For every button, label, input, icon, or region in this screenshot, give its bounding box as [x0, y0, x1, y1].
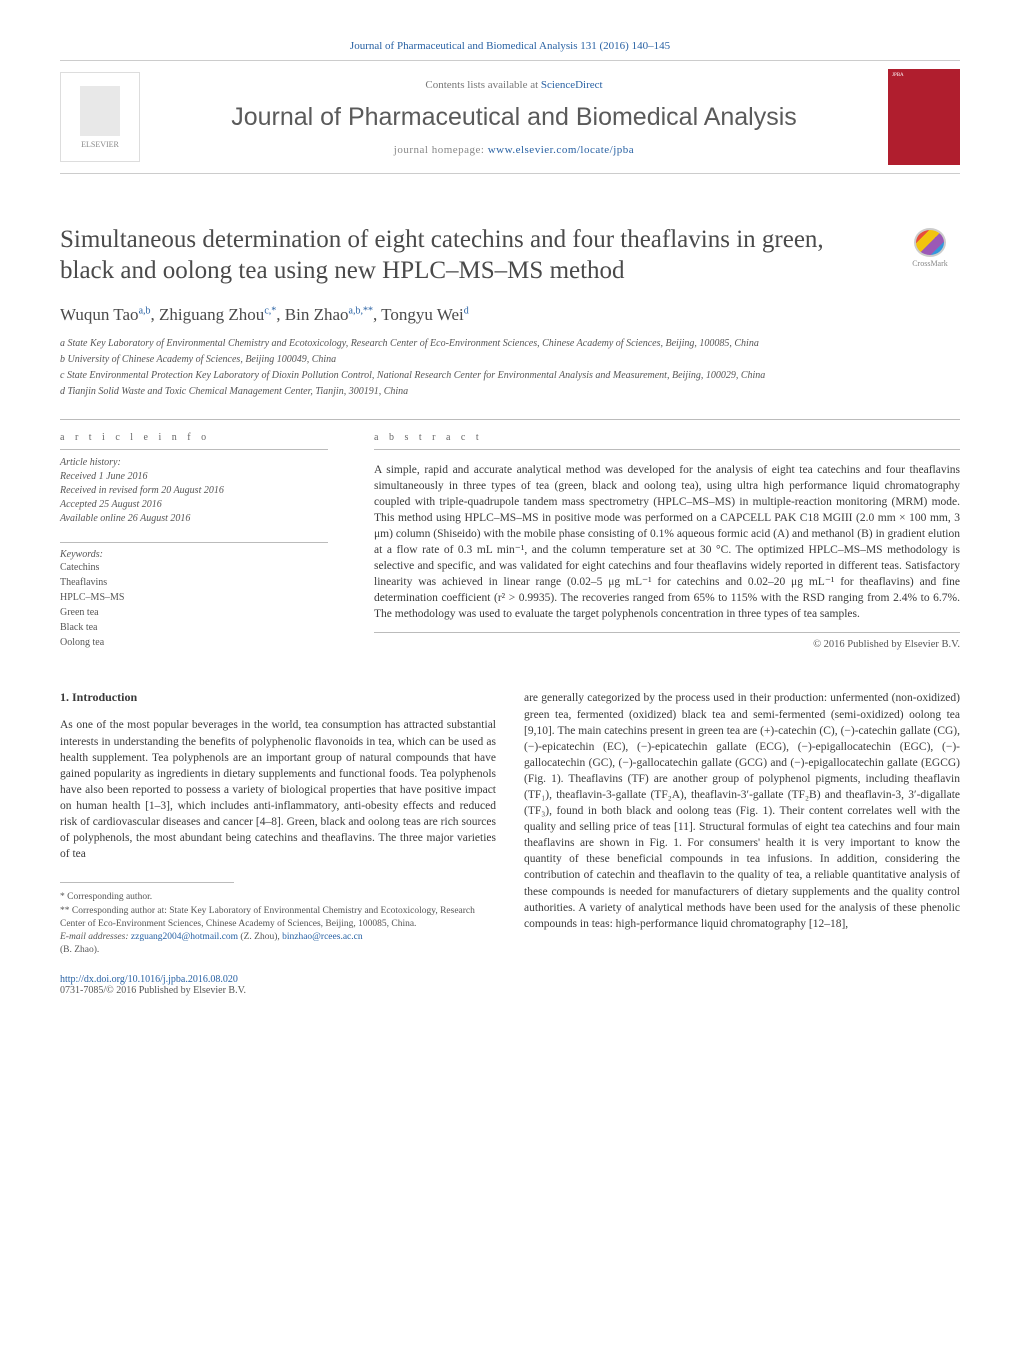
body-column-right: are generally categorized by the process…: [524, 690, 960, 995]
sciencedirect-link[interactable]: ScienceDirect: [541, 79, 603, 91]
author-2: Zhiguang Zhou: [159, 305, 264, 324]
elsevier-logo[interactable]: ELSEVIER: [60, 72, 140, 162]
email-2-who: (B. Zhao).: [60, 945, 99, 955]
abstract-column: a b s t r a c t A simple, rapid and accu…: [348, 420, 960, 651]
doi-link[interactable]: http://dx.doi.org/10.1016/j.jpba.2016.08…: [60, 974, 496, 985]
footnotes: * Corresponding author. ** Corresponding…: [60, 891, 496, 957]
crossmark-badge[interactable]: CrossMark: [900, 228, 960, 268]
keyword-item: Catechins: [60, 560, 328, 575]
homepage-link[interactable]: www.elsevier.com/locate/jpba: [488, 144, 634, 156]
authors-line: Wuqun Taoa,b, Zhiguang Zhouc,*, Bin Zhao…: [60, 305, 960, 325]
affiliation-c: c State Environmental Protection Key Lab…: [60, 369, 960, 383]
footnote-star1: * Corresponding author.: [60, 891, 496, 904]
keywords-label: Keywords:: [60, 542, 328, 560]
email-2[interactable]: binzhao@rcees.ac.cn: [282, 932, 362, 942]
body-column-left: 1. Introduction As one of the most popul…: [60, 690, 496, 995]
intro-text-col1: As one of the most popular beverages in …: [60, 717, 496, 862]
history-received: Received 1 June 2016: [60, 470, 328, 484]
author-4: Tongyu Wei: [381, 305, 464, 324]
journal-title: Journal of Pharmaceutical and Biomedical…: [140, 103, 888, 132]
header-center: Contents lists available at ScienceDirec…: [140, 79, 888, 156]
email-label: E-mail addresses:: [60, 932, 131, 942]
history-label: Article history:: [60, 456, 328, 470]
keyword-item: Oolong tea: [60, 635, 328, 650]
cover-label: JPBA: [892, 73, 956, 78]
keyword-item: Green tea: [60, 605, 328, 620]
author-2-affil: c,*: [264, 305, 276, 316]
article-history: Article history: Received 1 June 2016 Re…: [60, 456, 328, 526]
footnote-separator: [60, 882, 234, 883]
crossmark-icon: [914, 228, 946, 257]
author-1-affil: a,b: [139, 305, 151, 316]
doi-block: http://dx.doi.org/10.1016/j.jpba.2016.08…: [60, 974, 496, 996]
elsevier-tree-icon: [80, 86, 120, 136]
history-accepted: Accepted 25 August 2016: [60, 498, 328, 512]
author-3-affil: a,b,**: [349, 305, 373, 316]
journal-cover-thumbnail[interactable]: JPBA: [888, 69, 960, 165]
info-abstract-block: a r t i c l e i n f o Article history: R…: [60, 419, 960, 651]
intro-text-col2: are generally categorized by the process…: [524, 690, 960, 931]
author-1: Wuqun Tao: [60, 305, 139, 324]
keyword-item: HPLC–MS–MS: [60, 590, 328, 605]
affiliation-d: d Tianjin Solid Waste and Toxic Chemical…: [60, 385, 960, 399]
contents-prefix: Contents lists available at: [425, 79, 540, 91]
keyword-item: Black tea: [60, 620, 328, 635]
footnote-star2: ** Corresponding author at: State Key La…: [60, 905, 496, 932]
body-two-column: 1. Introduction As one of the most popul…: [60, 690, 960, 995]
abstract-text: A simple, rapid and accurate analytical …: [374, 462, 960, 623]
email-1-who: (Z. Zhou),: [238, 932, 282, 942]
keyword-item: Theaflavins: [60, 575, 328, 590]
article-title: Simultaneous determination of eight cate…: [60, 224, 880, 287]
history-revised: Received in revised form 20 August 2016: [60, 484, 328, 498]
crossmark-label: CrossMark: [912, 259, 948, 268]
abstract-header: a b s t r a c t: [374, 432, 960, 450]
footnote-emails: E-mail addresses: zzguang2004@hotmail.co…: [60, 931, 496, 958]
abstract-copyright: © 2016 Published by Elsevier B.V.: [374, 632, 960, 650]
header-bar: ELSEVIER Contents lists available at Sci…: [60, 60, 960, 174]
history-online: Available online 26 August 2016: [60, 512, 328, 526]
affiliation-a: a State Key Laboratory of Environmental …: [60, 337, 960, 351]
issn-line: 0731-7085/© 2016 Published by Elsevier B…: [60, 985, 496, 996]
article-info-column: a r t i c l e i n f o Article history: R…: [60, 420, 348, 651]
top-citation[interactable]: Journal of Pharmaceutical and Biomedical…: [60, 40, 960, 52]
intro-heading: 1. Introduction: [60, 690, 496, 705]
keywords-list: Catechins Theaflavins HPLC–MS–MS Green t…: [60, 560, 328, 650]
email-1[interactable]: zzguang2004@hotmail.com: [131, 932, 238, 942]
article-info-header: a r t i c l e i n f o: [60, 432, 328, 450]
contents-line: Contents lists available at ScienceDirec…: [140, 79, 888, 91]
affiliation-b: b University of Chinese Academy of Scien…: [60, 353, 960, 367]
homepage-line: journal homepage: www.elsevier.com/locat…: [140, 144, 888, 156]
author-4-affil: d: [464, 305, 469, 316]
publisher-name: ELSEVIER: [81, 140, 119, 149]
affiliations: a State Key Laboratory of Environmental …: [60, 337, 960, 399]
homepage-prefix: journal homepage:: [394, 144, 488, 156]
author-3: Bin Zhao: [285, 305, 349, 324]
